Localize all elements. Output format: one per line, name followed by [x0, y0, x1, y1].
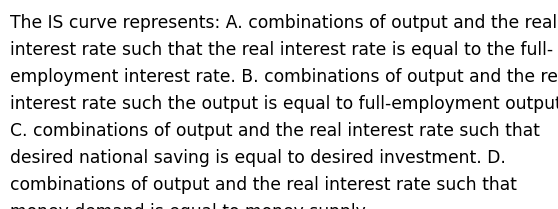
Text: money demand is equal to money supply: money demand is equal to money supply [10, 203, 365, 209]
Text: interest rate such that the real interest rate is equal to the full-: interest rate such that the real interes… [10, 41, 553, 59]
Text: The IS curve​ represents: A. combinations of output and the real: The IS curve​ represents: A. combination… [10, 14, 557, 32]
Text: combinations of output and the real interest rate such that: combinations of output and the real inte… [10, 176, 517, 194]
Text: desired national saving is equal to desired investment. D.: desired national saving is equal to desi… [10, 149, 506, 167]
Text: C. combinations of output and the real interest rate such that: C. combinations of output and the real i… [10, 122, 540, 140]
Text: interest rate such the output is equal to full-employment output.: interest rate such the output is equal t… [10, 95, 558, 113]
Text: employment interest rate. B. combinations of output and the real: employment interest rate. B. combination… [10, 68, 558, 86]
